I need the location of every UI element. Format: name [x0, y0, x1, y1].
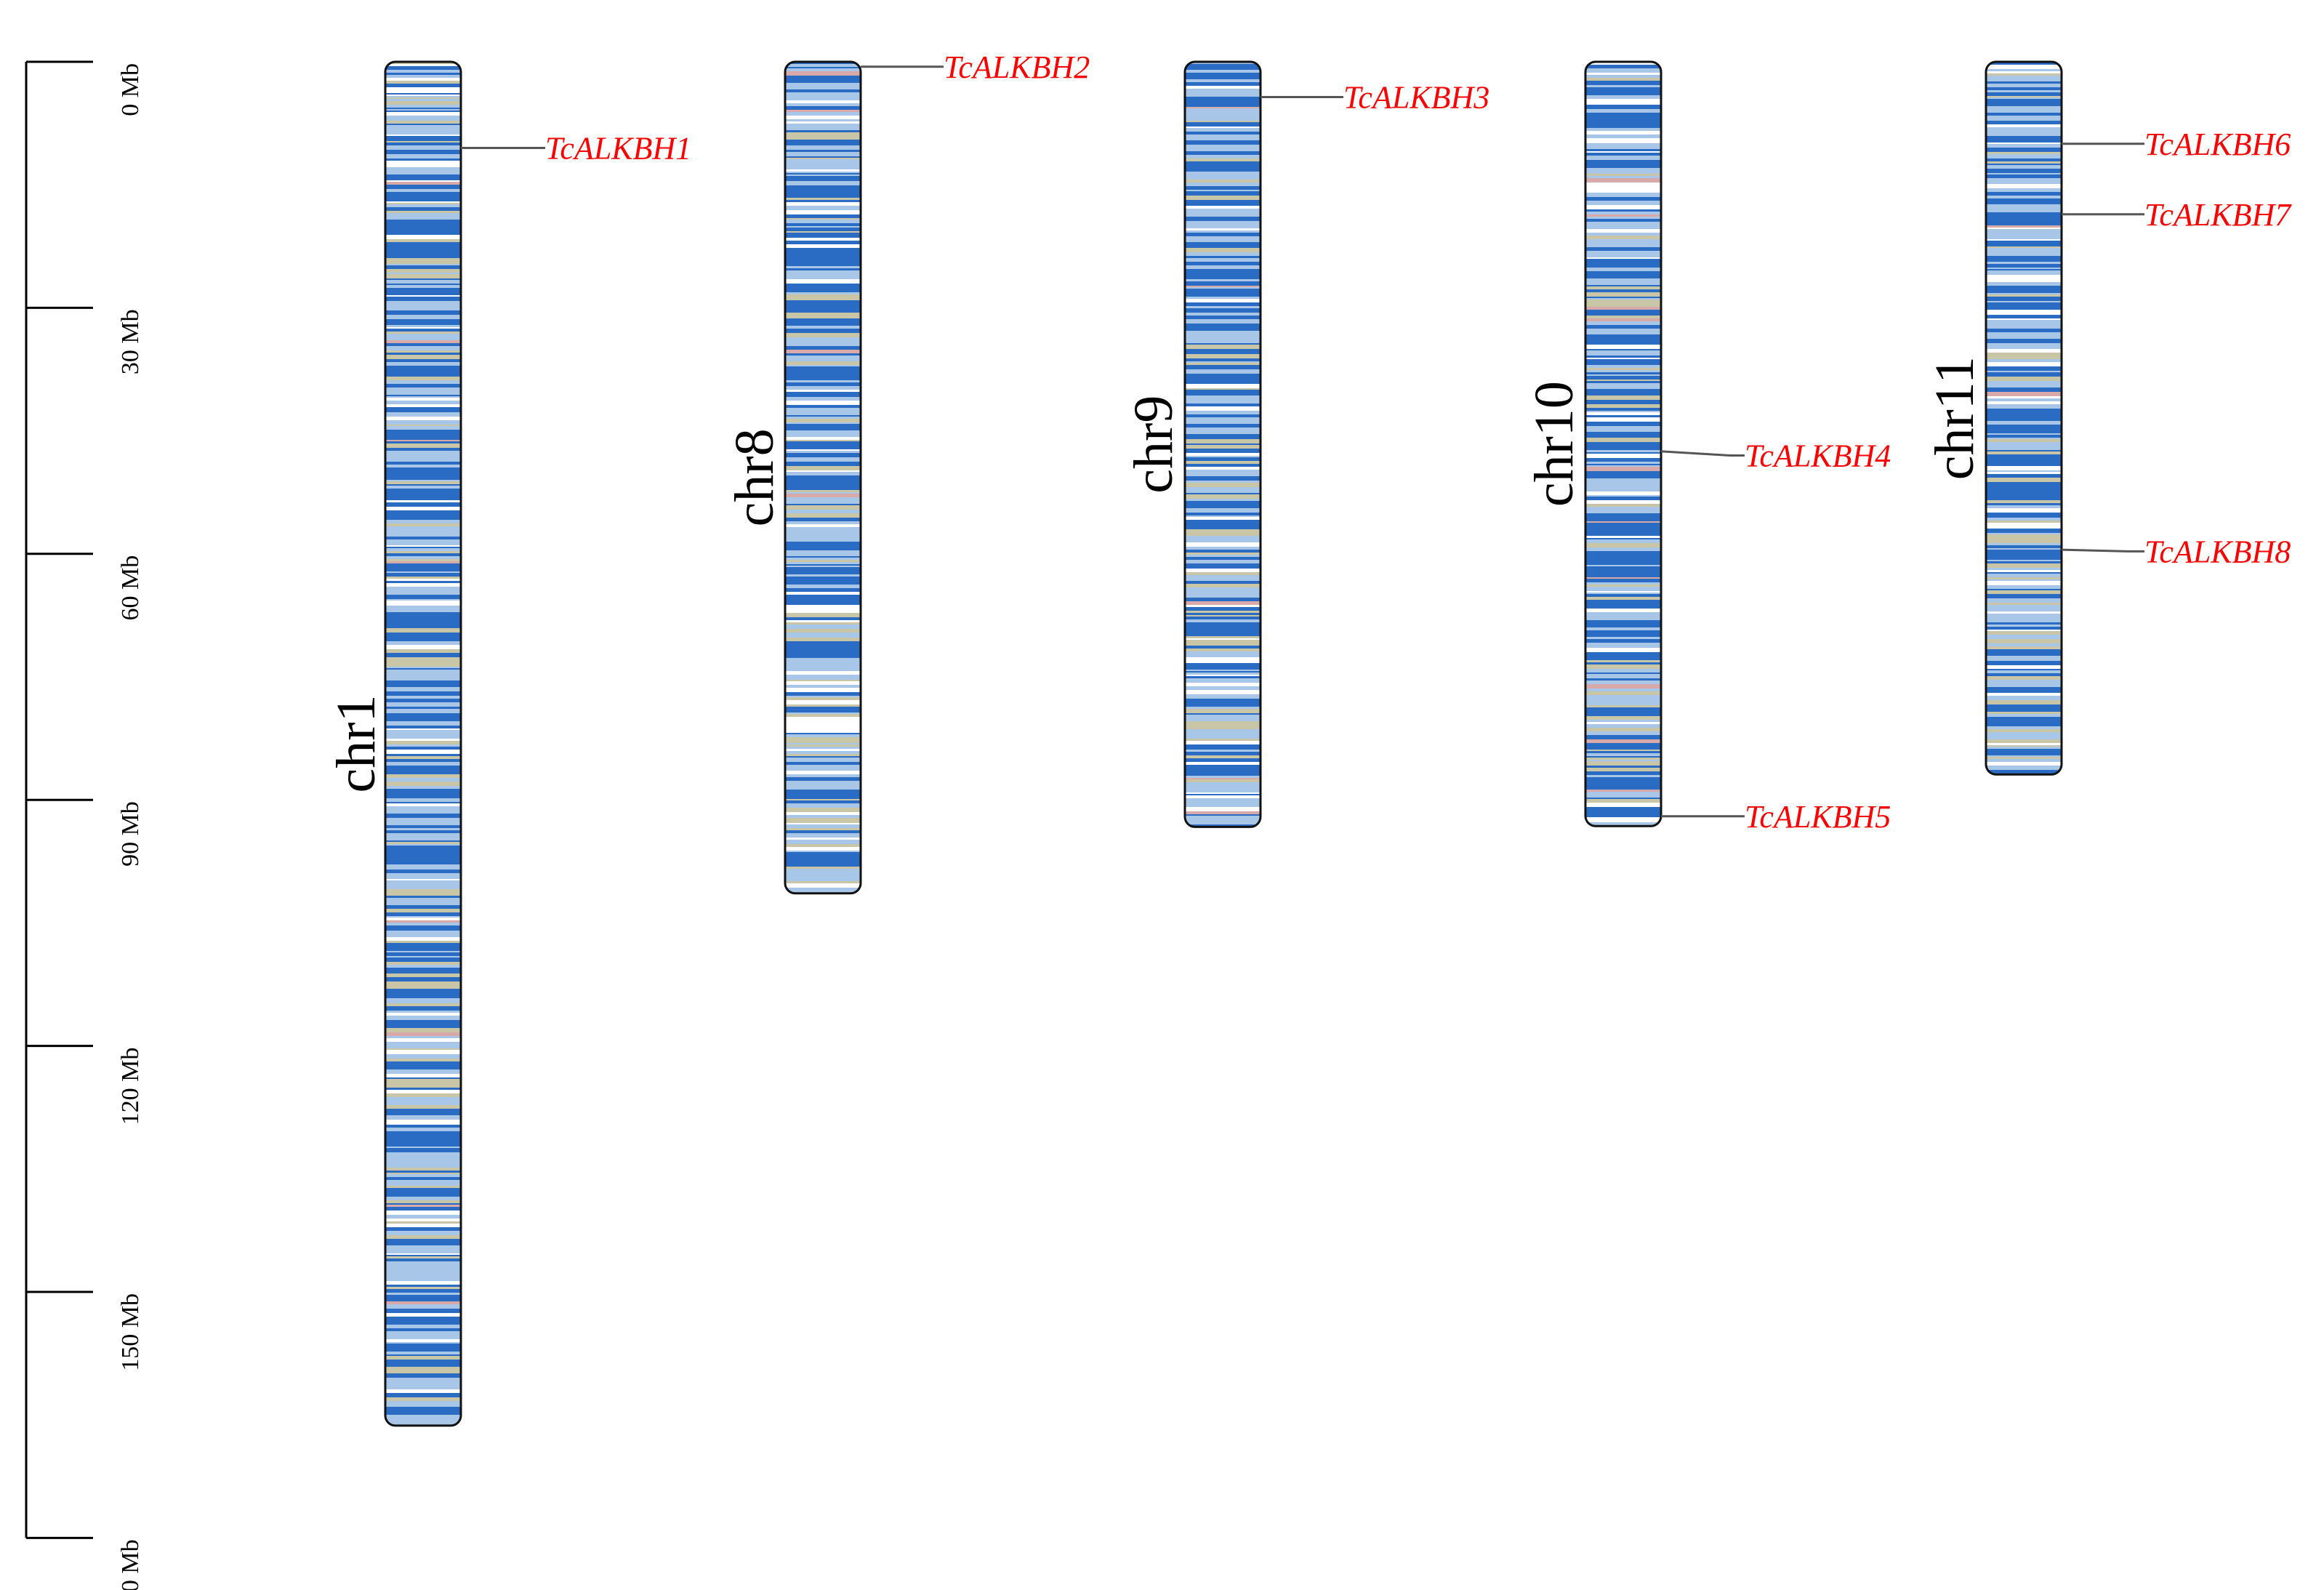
- scale-tick-label: 90 Mb: [117, 801, 144, 867]
- gene-label: TcALKBH3: [1343, 80, 1489, 116]
- chromosome-chr9-label: chr9: [1123, 396, 1184, 494]
- chromosome-chr1-outline: [384, 60, 462, 1427]
- gene-leader-line: [2061, 548, 2144, 553]
- scale-tick-label: 30 Mb: [117, 309, 144, 374]
- scale-tick-label: 0 Mb: [117, 63, 144, 116]
- chromosome-chr8-outline: [784, 60, 862, 895]
- scale-tick-label: 180 Mb: [117, 1539, 144, 1590]
- chromosome-chr10-density-bands: [1585, 62, 1661, 827]
- gene-label: TcALKBH7: [2144, 197, 2292, 233]
- chromosome-chr11-density-bands: [1986, 62, 2062, 775]
- chromosome-chr11-label: chr11: [1924, 356, 1985, 480]
- chromosome-chr8-label: chr8: [724, 428, 785, 526]
- chromosome-chr9: chr9 TcALKBH3: [1123, 60, 1489, 828]
- chromosome-chr10: chr10 TcALKBH4 TcALKBH5: [1524, 60, 1891, 835]
- gene-label: TcALKBH2: [944, 49, 1090, 85]
- chromosome-chr8: chr8 TcALKBH2: [724, 49, 1090, 895]
- gene-label: TcALKBH4: [1745, 438, 1891, 473]
- chromosome-chr9-outline: [1183, 60, 1262, 828]
- gene-leader-line: [1660, 450, 1745, 457]
- chromosome-chr1-density-bands: [385, 62, 461, 1426]
- scale-tick-label: 150 Mb: [117, 1293, 144, 1371]
- chromosome-chr10-label: chr10: [1524, 381, 1585, 507]
- chromosome-chr1-label: chr1: [326, 694, 387, 792]
- chromosome-chr9-density-bands: [1185, 62, 1260, 827]
- chromosome-chr8-density-bands: [785, 62, 861, 894]
- scale-tick-label: 60 Mb: [117, 555, 144, 621]
- chromosome-group: chr1 TcALKBH1 chr8 TcALKBH2 chr9 TcALKBH3 chr1…: [326, 49, 2292, 1427]
- chromosome-chr11-outline: [1985, 60, 2063, 776]
- chromosome-chr1: chr1 TcALKBH1: [326, 60, 691, 1427]
- gene-label: TcALKBH8: [2144, 534, 2291, 569]
- chromosome-chr10-outline: [1584, 60, 1662, 827]
- gene-label: TcALKBH1: [545, 130, 691, 166]
- scale-bar: 0 Mb 30 Mb 60 Mb 90 Mb 120 Mb 150 Mb 180 Mb: [25, 60, 144, 1590]
- chromosome-chr11: chr11 TcALKBH6 TcALKBH7 TcALKBH8: [1924, 60, 2292, 776]
- scale-tick-label: 120 Mb: [117, 1048, 144, 1125]
- gene-label: TcALKBH6: [2144, 127, 2291, 162]
- gene-label: TcALKBH5: [1745, 799, 1891, 835]
